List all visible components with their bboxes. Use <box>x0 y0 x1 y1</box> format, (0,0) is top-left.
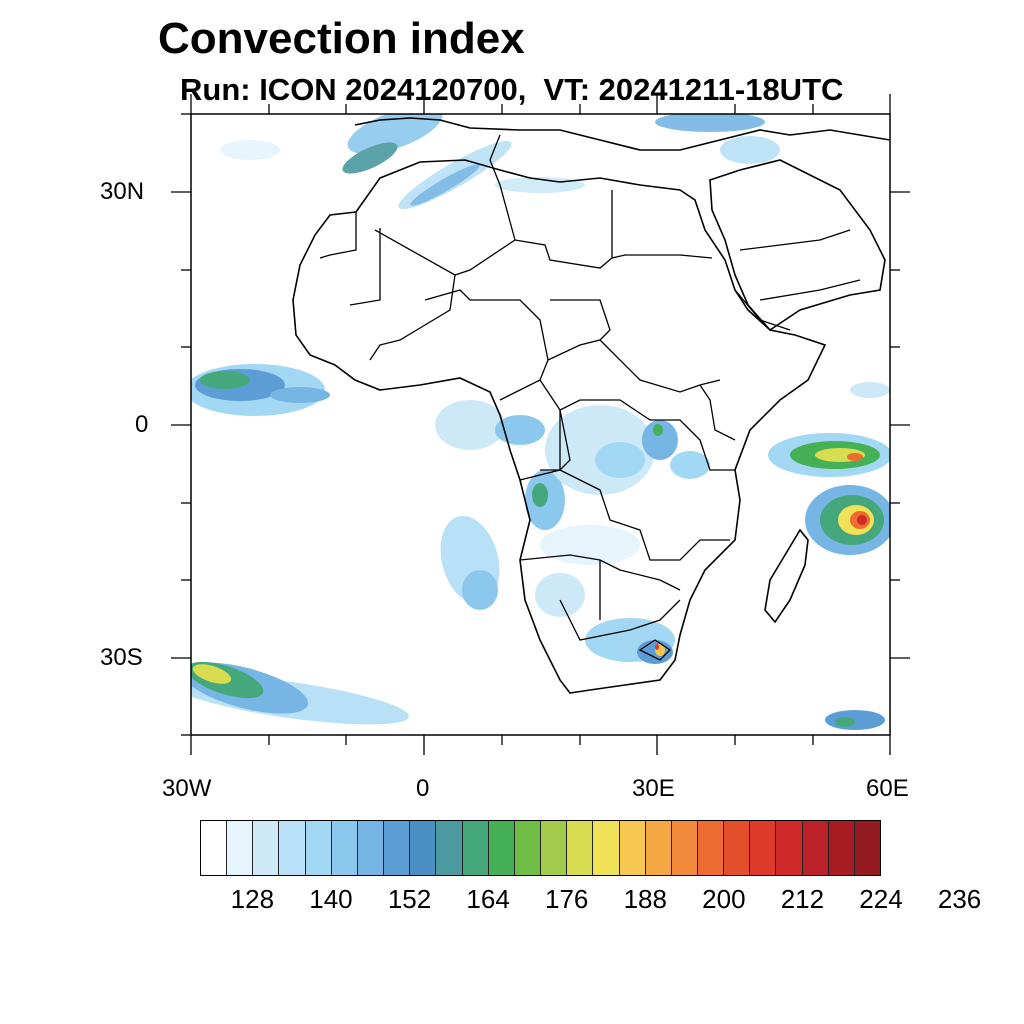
colorbar-swatch <box>619 821 646 875</box>
colorbar-swatch <box>436 821 463 875</box>
colorbar-swatch <box>671 821 698 875</box>
colorbar-swatch <box>384 821 411 875</box>
country-borders <box>319 134 861 661</box>
colorbar-label: 188 <box>623 884 667 914</box>
colorbar-swatch <box>514 821 542 875</box>
colorbar-swatch <box>488 821 515 875</box>
colorbar-swatch <box>253 821 280 875</box>
colorbar-swatch <box>462 821 489 875</box>
colorbar-swatch <box>279 821 306 875</box>
lon-label-30w: 30W <box>162 775 212 802</box>
colorbar-swatch <box>776 821 803 875</box>
colorbar-swatch <box>410 821 437 875</box>
lat-label-30s: 30S <box>100 644 143 671</box>
colorbar-label: 236 <box>937 884 982 914</box>
convection-southern-africa <box>585 618 675 664</box>
colorbar-label: 224 <box>859 884 903 914</box>
chart-title: Convection index <box>158 14 525 63</box>
colorbar-swatch <box>357 821 385 875</box>
lat-label-0: 0 <box>135 411 149 438</box>
colorbar-label: 200 <box>702 884 746 914</box>
colorbar-swatch <box>828 821 855 875</box>
lon-label-0: 0 <box>416 775 430 802</box>
colorbar-swatch <box>593 821 620 875</box>
coastlines <box>292 117 890 694</box>
colorbar-label: 128 <box>230 884 275 914</box>
colorbar-swatch <box>750 821 777 875</box>
convection-south-atlantic <box>191 661 409 725</box>
convection-indian-ocean <box>768 382 890 730</box>
colorbar-label: 164 <box>466 884 510 914</box>
colorbar-label: 176 <box>544 884 589 914</box>
colorbar-swatch <box>724 821 751 875</box>
colorbar-labels: 128 140 152 164 176 188 200 212 224 236 <box>0 884 1024 924</box>
convection-field <box>191 114 890 730</box>
chart-subtitle: Run: ICON 2024120700, VT: 20241211-18UTC <box>180 72 844 107</box>
colorbar-swatch <box>802 821 829 875</box>
europe-coastline <box>354 117 890 151</box>
colorbar-swatch <box>697 821 725 875</box>
colorbar-swatch <box>567 821 594 875</box>
colorbar-swatch <box>854 821 881 875</box>
lon-label-60e: 60E <box>866 775 909 802</box>
arabia-coastline <box>709 159 886 332</box>
axis-ticks <box>171 94 910 755</box>
convection-central-africa <box>435 400 710 617</box>
lat-label-30n: 30N <box>100 178 145 205</box>
colorbar-swatch <box>305 821 332 875</box>
convection-atlantic-equatorial <box>191 364 330 416</box>
colorbar-label: 140 <box>309 884 353 914</box>
colorbar-swatch <box>201 821 228 875</box>
colorbar-swatch <box>541 821 568 875</box>
colorbar-label: 152 <box>387 884 432 914</box>
colorbar-swatch <box>645 821 672 875</box>
madagascar-coastline <box>764 528 809 624</box>
colorbar-swatch <box>331 821 358 875</box>
colorbar-swatch <box>227 821 254 875</box>
africa-coastline <box>292 159 827 694</box>
colorbar <box>200 820 881 876</box>
colorbar-label: 212 <box>780 884 825 914</box>
lon-label-30e: 30E <box>632 775 675 802</box>
